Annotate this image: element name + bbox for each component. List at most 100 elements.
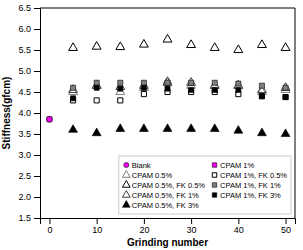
legend-swatch bbox=[122, 181, 130, 188]
tick-label: 6.5 bbox=[18, 3, 31, 13]
tick-mark bbox=[34, 50, 40, 51]
tick: 3.0 bbox=[18, 150, 40, 160]
y-axis: 1.52.02.53.03.54.04.55.05.56.06.5 bbox=[18, 3, 40, 223]
tick: 4.0 bbox=[18, 108, 40, 118]
point bbox=[94, 85, 99, 90]
tick-label: 20 bbox=[139, 225, 149, 235]
point bbox=[163, 34, 172, 42]
point bbox=[165, 80, 170, 85]
legend-label: CPAM 1% bbox=[220, 161, 254, 170]
tick-mark bbox=[144, 218, 145, 224]
tick-mark bbox=[49, 218, 50, 224]
tick-mark bbox=[34, 134, 40, 135]
legend-item: Blank bbox=[124, 161, 151, 170]
point bbox=[283, 94, 288, 99]
point bbox=[234, 126, 243, 134]
tick: 20 bbox=[139, 218, 149, 235]
point bbox=[281, 83, 290, 91]
point bbox=[259, 94, 264, 99]
tick-label: 5.5 bbox=[18, 45, 31, 55]
series bbox=[47, 117, 52, 122]
tick: 3.5 bbox=[18, 129, 40, 139]
point bbox=[69, 85, 78, 93]
legend-label: CPAM 1%, FK 0.5% bbox=[220, 171, 287, 180]
legend-item: CPAM 1%, FK 1% bbox=[212, 181, 281, 190]
point bbox=[258, 128, 267, 136]
point bbox=[236, 81, 241, 86]
tick-mark bbox=[34, 92, 40, 93]
tick-mark bbox=[34, 8, 40, 9]
legend-label: CPAM 0.5%, FK 3% bbox=[132, 201, 199, 210]
point bbox=[259, 83, 264, 88]
tick-mark bbox=[34, 218, 40, 219]
series bbox=[71, 85, 289, 101]
tick-label: 4.0 bbox=[18, 108, 31, 118]
legend-swatch bbox=[124, 162, 129, 167]
tick: 4.5 bbox=[18, 87, 40, 97]
point bbox=[71, 96, 76, 101]
point bbox=[92, 42, 101, 50]
tick: 10 bbox=[92, 218, 102, 235]
point bbox=[163, 78, 172, 86]
tick: 40 bbox=[234, 218, 244, 235]
y-axis-title: Stiffness(gfcm) bbox=[1, 77, 12, 150]
point bbox=[234, 45, 243, 53]
point bbox=[118, 98, 123, 103]
tick: 50 bbox=[281, 218, 291, 235]
series bbox=[71, 89, 289, 102]
legend-label: CPAM 1%, FK 3% bbox=[220, 191, 281, 200]
legend-item: CPAM 0.5%, FK 3% bbox=[122, 201, 199, 210]
tick-mark bbox=[34, 197, 40, 198]
point bbox=[69, 43, 78, 51]
legend-swatch bbox=[212, 173, 216, 177]
point bbox=[141, 80, 146, 85]
tick-label: 50 bbox=[281, 225, 291, 235]
legend-label: CPAM 0.5%, FK 1% bbox=[132, 191, 199, 200]
point bbox=[210, 43, 219, 51]
legend: BlankCPAM 0.5%CPAM 0.5%, FK 0.5%CPAM 0.5… bbox=[119, 156, 291, 214]
point bbox=[259, 94, 264, 99]
tick: 0 bbox=[47, 218, 52, 235]
series bbox=[71, 80, 289, 90]
legend-swatch bbox=[212, 163, 216, 167]
point bbox=[141, 92, 146, 97]
point bbox=[139, 124, 148, 132]
point bbox=[212, 87, 217, 92]
point bbox=[210, 124, 219, 132]
point bbox=[187, 124, 196, 132]
point bbox=[141, 85, 146, 90]
tick-mark bbox=[34, 155, 40, 156]
series bbox=[69, 78, 290, 93]
tick-mark bbox=[34, 29, 40, 30]
legend-label: CPAM 1%, FK 1% bbox=[220, 181, 281, 190]
plot: 010203040501.52.02.53.03.54.04.55.05.56.… bbox=[18, 3, 295, 235]
tick-label: 4.5 bbox=[18, 87, 31, 97]
tick: 2.0 bbox=[18, 192, 40, 202]
point bbox=[258, 40, 267, 48]
legend-box bbox=[119, 156, 291, 214]
tick-mark bbox=[34, 176, 40, 177]
tick-label: 3.5 bbox=[18, 129, 31, 139]
legend-label: Blank bbox=[132, 161, 151, 170]
series bbox=[47, 116, 53, 122]
axis-line bbox=[41, 219, 296, 225]
point bbox=[47, 117, 52, 122]
point bbox=[283, 85, 288, 90]
tick: 5.5 bbox=[18, 45, 40, 55]
tick: 6.0 bbox=[18, 24, 40, 34]
points bbox=[47, 34, 290, 136]
series bbox=[69, 124, 290, 137]
tick: 5.0 bbox=[18, 66, 40, 76]
point bbox=[187, 78, 196, 86]
tick: 6.5 bbox=[18, 3, 40, 13]
point bbox=[165, 86, 170, 91]
point bbox=[116, 124, 125, 132]
chart: 010203040501.52.02.53.03.54.04.55.05.56.… bbox=[0, 0, 303, 250]
legend-item: CPAM 1%, FK 0.5% bbox=[212, 171, 287, 180]
tick-mark bbox=[34, 71, 40, 72]
series bbox=[69, 76, 290, 94]
legend-item: CPAM 1% bbox=[212, 161, 254, 170]
point bbox=[212, 80, 217, 85]
tick-mark bbox=[191, 218, 192, 224]
tick-label: 6.0 bbox=[18, 24, 31, 34]
